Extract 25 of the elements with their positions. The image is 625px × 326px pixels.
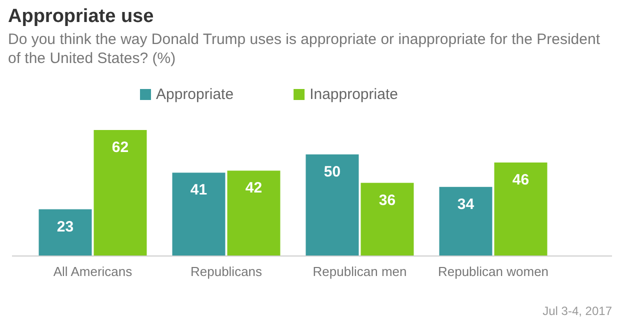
legend-label: Appropriate bbox=[156, 86, 234, 103]
data-label: 41 bbox=[190, 182, 208, 199]
bar bbox=[306, 154, 359, 256]
data-label: 36 bbox=[378, 192, 396, 209]
bar bbox=[172, 172, 226, 256]
bar bbox=[494, 162, 548, 256]
bar bbox=[360, 182, 414, 256]
data-label: 34 bbox=[457, 196, 475, 213]
bar bbox=[94, 130, 147, 256]
bar bbox=[439, 186, 492, 256]
x-tick-label: Republican women bbox=[438, 264, 549, 279]
x-tick-label: Republican men bbox=[312, 264, 407, 279]
data-label: 23 bbox=[56, 218, 74, 236]
data-label: 42 bbox=[245, 180, 262, 197]
x-tick-label: All Americans bbox=[53, 264, 133, 279]
data-label: 50 bbox=[324, 163, 341, 180]
bar bbox=[38, 209, 92, 256]
chart-subtitle: Do you think the way Donald Trump uses is appropriate or inappropriate for the President of the United States? (%) bbox=[8, 31, 601, 67]
data-label: 46 bbox=[512, 172, 530, 189]
x-tick-label: Republicans bbox=[190, 264, 263, 279]
text: Jul 3-4, 2017 bbox=[542, 304, 612, 318]
data-label: 62 bbox=[112, 139, 129, 156]
chart-title: Appropriate use bbox=[8, 6, 154, 27]
bar bbox=[227, 170, 280, 256]
legend-label: Inappropriate bbox=[310, 86, 398, 103]
